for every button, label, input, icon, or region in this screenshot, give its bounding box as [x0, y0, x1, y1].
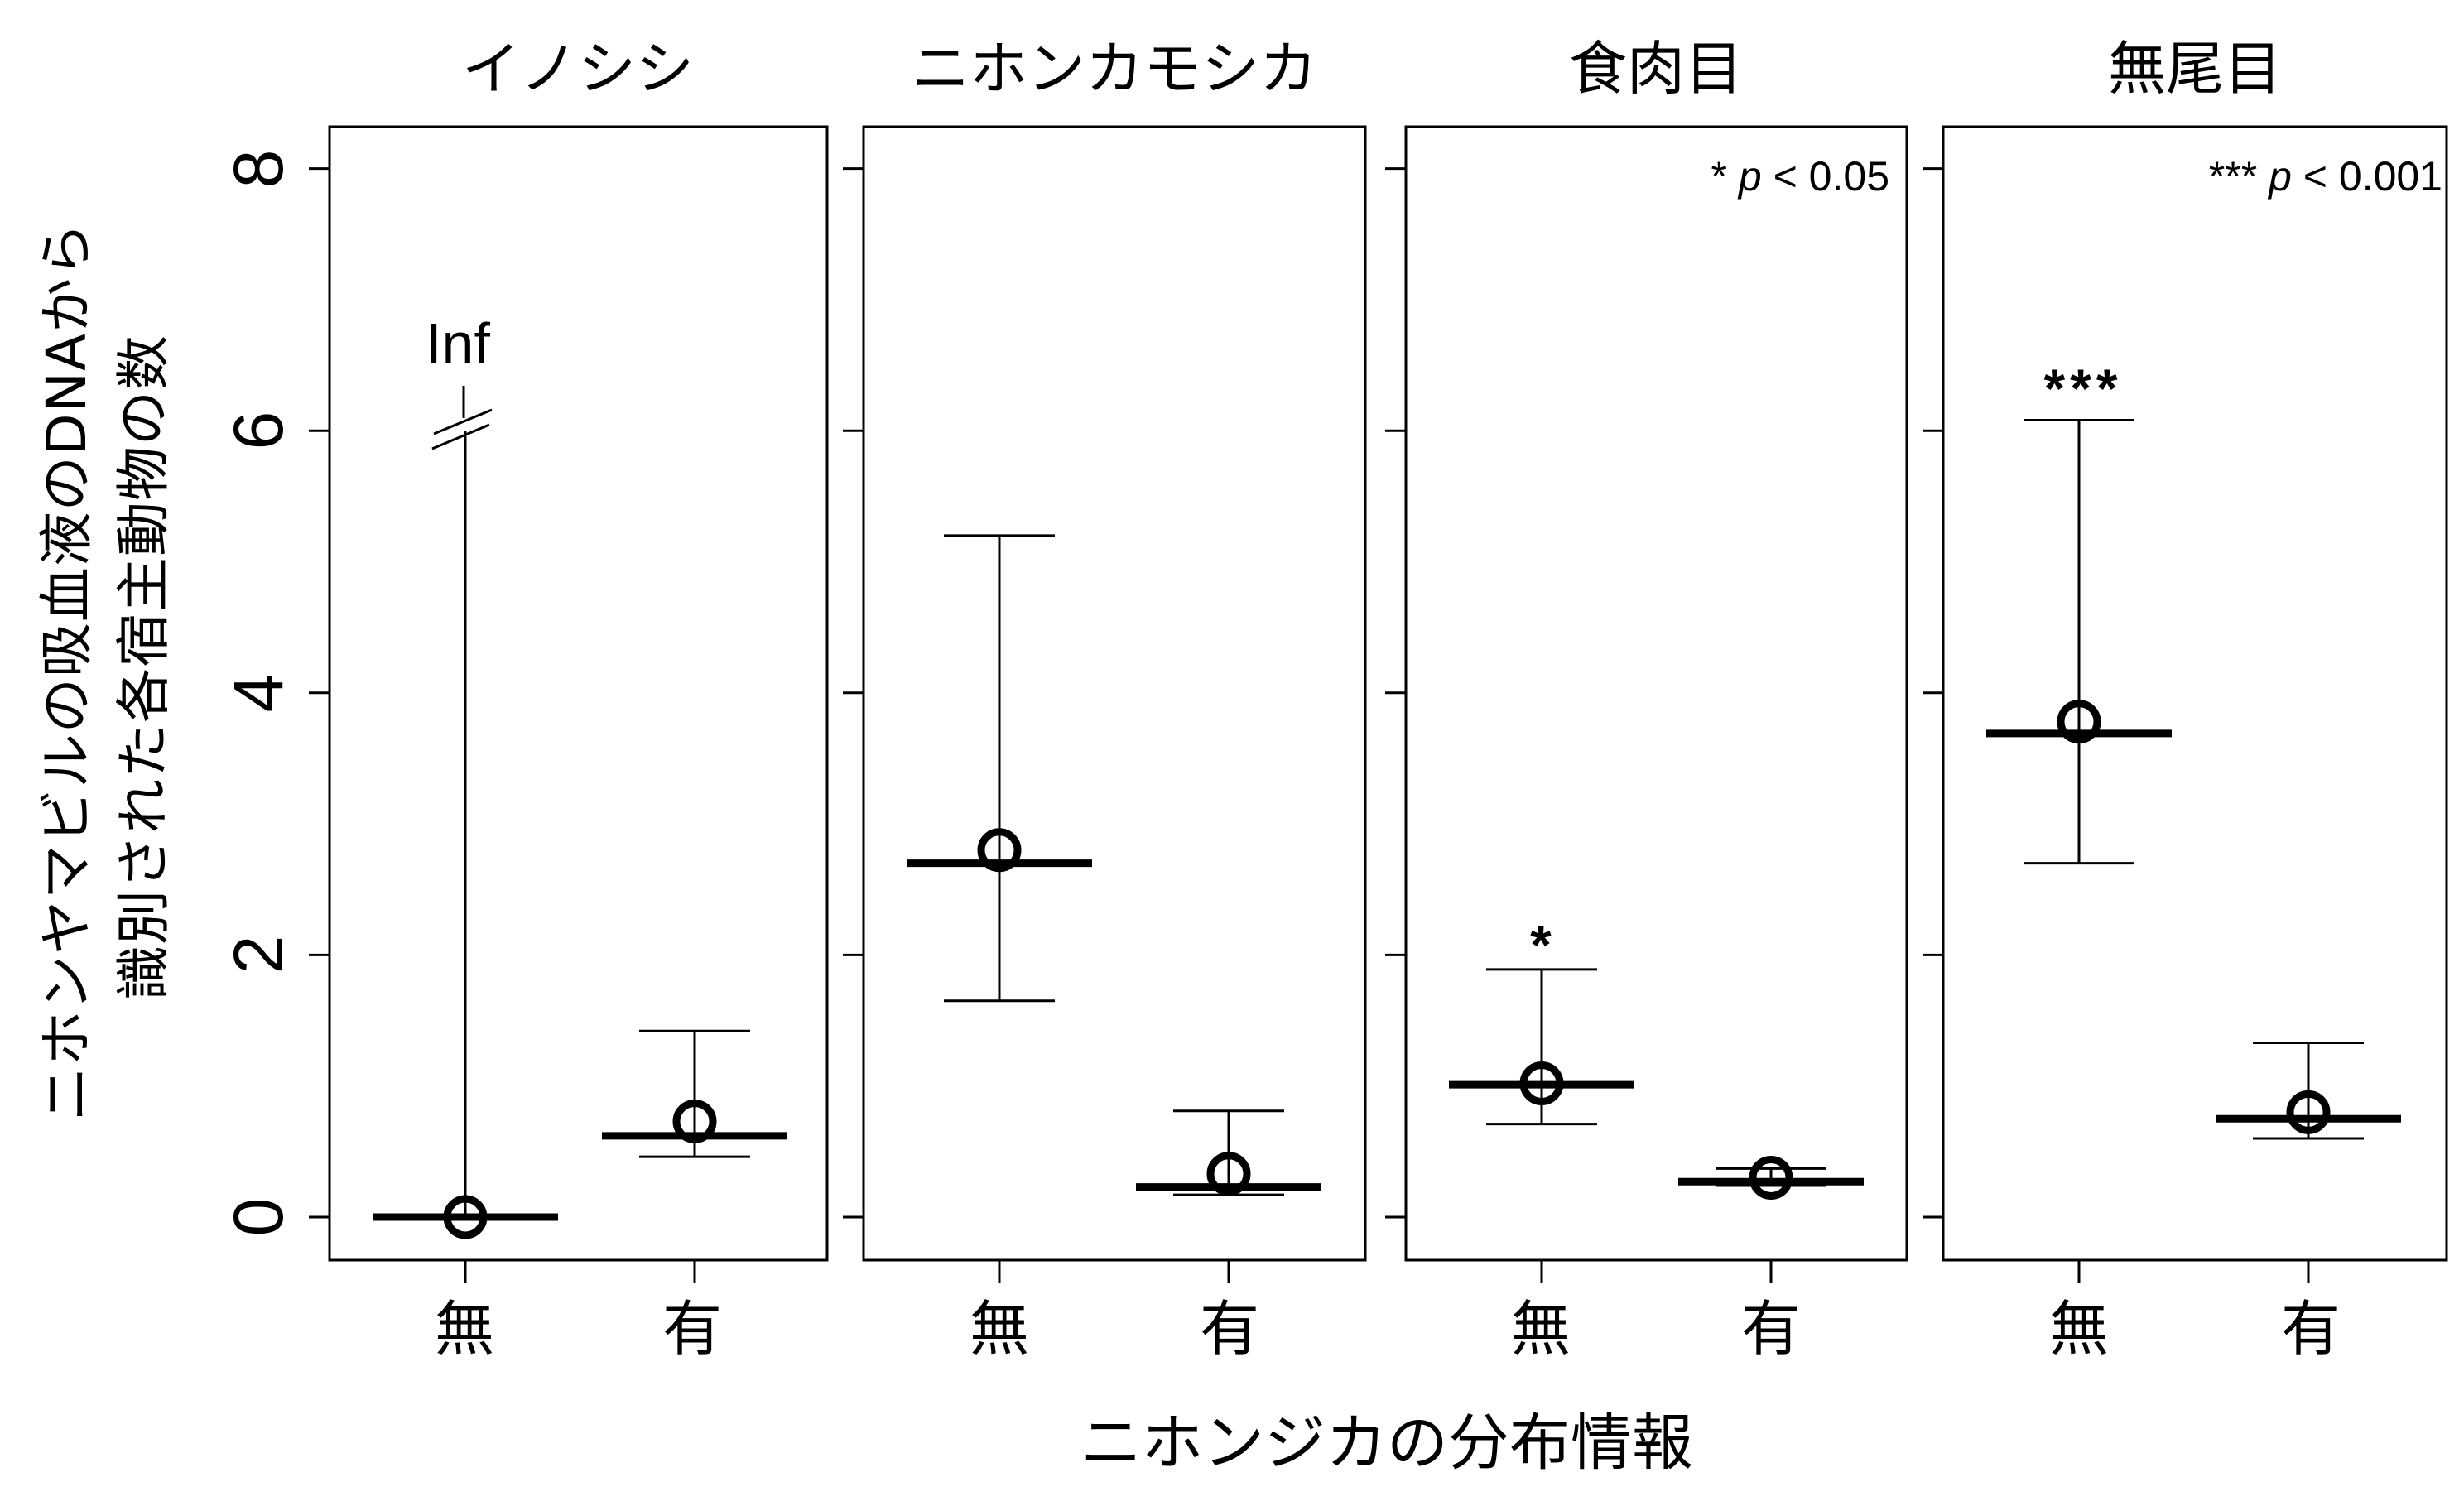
infinite-upper-bound-label: Inf: [426, 311, 490, 376]
data-point-marker: [1749, 1156, 1793, 1201]
p-threshold: < 0.05: [1773, 153, 1889, 200]
panel-title-anura: 無尾目: [2108, 35, 2282, 103]
p-symbol: p: [1738, 153, 1762, 200]
panel-frame: [1404, 125, 1908, 1262]
p-value-stars: ***: [2208, 153, 2258, 200]
data-point-marker: [2286, 1090, 2331, 1134]
x-category-label-absent-p1: 無: [434, 1294, 495, 1364]
significance-star-carnivora: *: [1530, 914, 1557, 975]
panel-title-carnivora: 食肉目: [1569, 35, 1743, 103]
x-category-label-present-p4: 有: [2280, 1294, 2341, 1364]
y-tick-label-2: 2: [219, 935, 297, 974]
p-threshold: < 0.001: [2303, 153, 2442, 200]
y-axis-label-line-2: 識別された各宿主動物の数: [112, 334, 176, 1000]
x-category-label-present-p2: 有: [1199, 1294, 1260, 1364]
x-category-label-absent-p4: 無: [2048, 1294, 2110, 1364]
p-symbol: p: [2269, 153, 2292, 200]
panel-frame: [862, 125, 1367, 1262]
x-category-label-absent-p3: 無: [1510, 1294, 1571, 1364]
x-category-label-present-p1: 有: [662, 1294, 723, 1364]
significance-star-anura: ***: [2043, 358, 2123, 419]
x-axis-title: ニホンジカの分布情報: [1080, 1408, 1693, 1479]
panel-title-kamoshika: ニホンカモシカ: [912, 35, 1317, 103]
axis-break-mark: [433, 408, 493, 435]
data-point-marker: [443, 1195, 488, 1239]
data-point-marker: [672, 1099, 717, 1143]
panel-title-inoshishi: イノシシ: [462, 35, 694, 103]
panel-frame: [1942, 125, 2448, 1262]
x-category-label-absent-p2: 無: [969, 1294, 1030, 1364]
p-value-note-anura: *** p < 0.001: [2209, 156, 2442, 197]
axis-break-mark: [431, 423, 490, 450]
y-tick-label-0: 0: [219, 1197, 297, 1237]
y-tick-label-4: 4: [219, 673, 297, 713]
data-point-marker: [977, 828, 1022, 873]
p-value-stars: *: [1711, 153, 1727, 200]
y-tick-label-8: 8: [219, 149, 297, 189]
panel-frame: [328, 125, 829, 1262]
y-axis-label-line-1: ニホンヤマビルの吸血液のDNAから: [35, 221, 99, 1122]
x-category-label-present-p3: 有: [1740, 1294, 1802, 1364]
p-value-note-carnivora: * p < 0.05: [1711, 156, 1890, 197]
data-point-marker: [2057, 700, 2101, 744]
y-tick-label-6: 6: [219, 411, 297, 450]
data-point-marker: [1206, 1152, 1251, 1196]
data-point-marker: [1519, 1061, 1564, 1106]
